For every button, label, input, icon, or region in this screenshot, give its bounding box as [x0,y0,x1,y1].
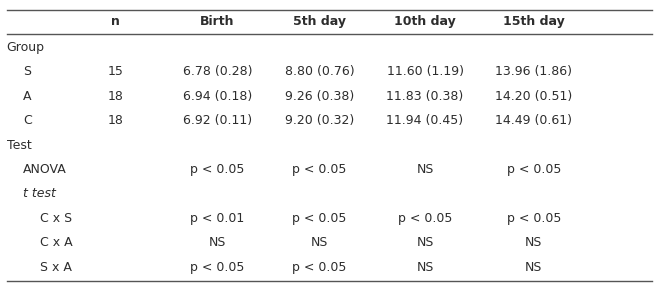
Text: p < 0.05: p < 0.05 [190,261,244,274]
Text: S: S [23,65,31,78]
Text: NS: NS [525,261,542,274]
Text: Test: Test [7,139,32,152]
Text: NS: NS [209,236,226,249]
Text: 10th day: 10th day [394,15,456,28]
Text: 15: 15 [107,65,123,78]
Text: 13.96 (1.86): 13.96 (1.86) [496,65,572,78]
Text: 18: 18 [107,90,123,103]
Text: 6.78 (0.28): 6.78 (0.28) [183,65,252,78]
Text: t test: t test [23,187,56,201]
Text: C x A: C x A [40,236,72,249]
Text: p < 0.05: p < 0.05 [293,163,347,176]
Text: NS: NS [416,261,434,274]
Text: p < 0.05: p < 0.05 [190,163,244,176]
Text: 6.92 (0.11): 6.92 (0.11) [183,114,252,127]
Text: p < 0.05: p < 0.05 [507,212,561,225]
Text: 5th day: 5th day [293,15,346,28]
Text: 14.49 (0.61): 14.49 (0.61) [496,114,572,127]
Text: S x A: S x A [40,261,71,274]
Text: Group: Group [7,41,45,54]
Text: 14.20 (0.51): 14.20 (0.51) [495,90,573,103]
Text: 9.26 (0.38): 9.26 (0.38) [285,90,355,103]
Text: 9.20 (0.32): 9.20 (0.32) [285,114,355,127]
Text: Birth: Birth [200,15,235,28]
Text: NS: NS [525,236,542,249]
Text: 11.60 (1.19): 11.60 (1.19) [387,65,463,78]
Text: 8.80 (0.76): 8.80 (0.76) [285,65,355,78]
Text: 11.94 (0.45): 11.94 (0.45) [386,114,464,127]
Text: 15th day: 15th day [503,15,565,28]
Text: NS: NS [311,236,328,249]
Text: NS: NS [416,236,434,249]
Text: p < 0.05: p < 0.05 [293,261,347,274]
Text: p < 0.05: p < 0.05 [293,212,347,225]
Text: NS: NS [416,163,434,176]
Text: C: C [23,114,32,127]
Text: C x S: C x S [40,212,72,225]
Text: p < 0.05: p < 0.05 [507,163,561,176]
Text: A: A [23,90,32,103]
Text: 11.83 (0.38): 11.83 (0.38) [386,90,464,103]
Text: 6.94 (0.18): 6.94 (0.18) [183,90,252,103]
Text: p < 0.01: p < 0.01 [190,212,244,225]
Text: p < 0.05: p < 0.05 [398,212,452,225]
Text: ANOVA: ANOVA [23,163,67,176]
Text: n: n [111,15,120,28]
Text: 18: 18 [107,114,123,127]
